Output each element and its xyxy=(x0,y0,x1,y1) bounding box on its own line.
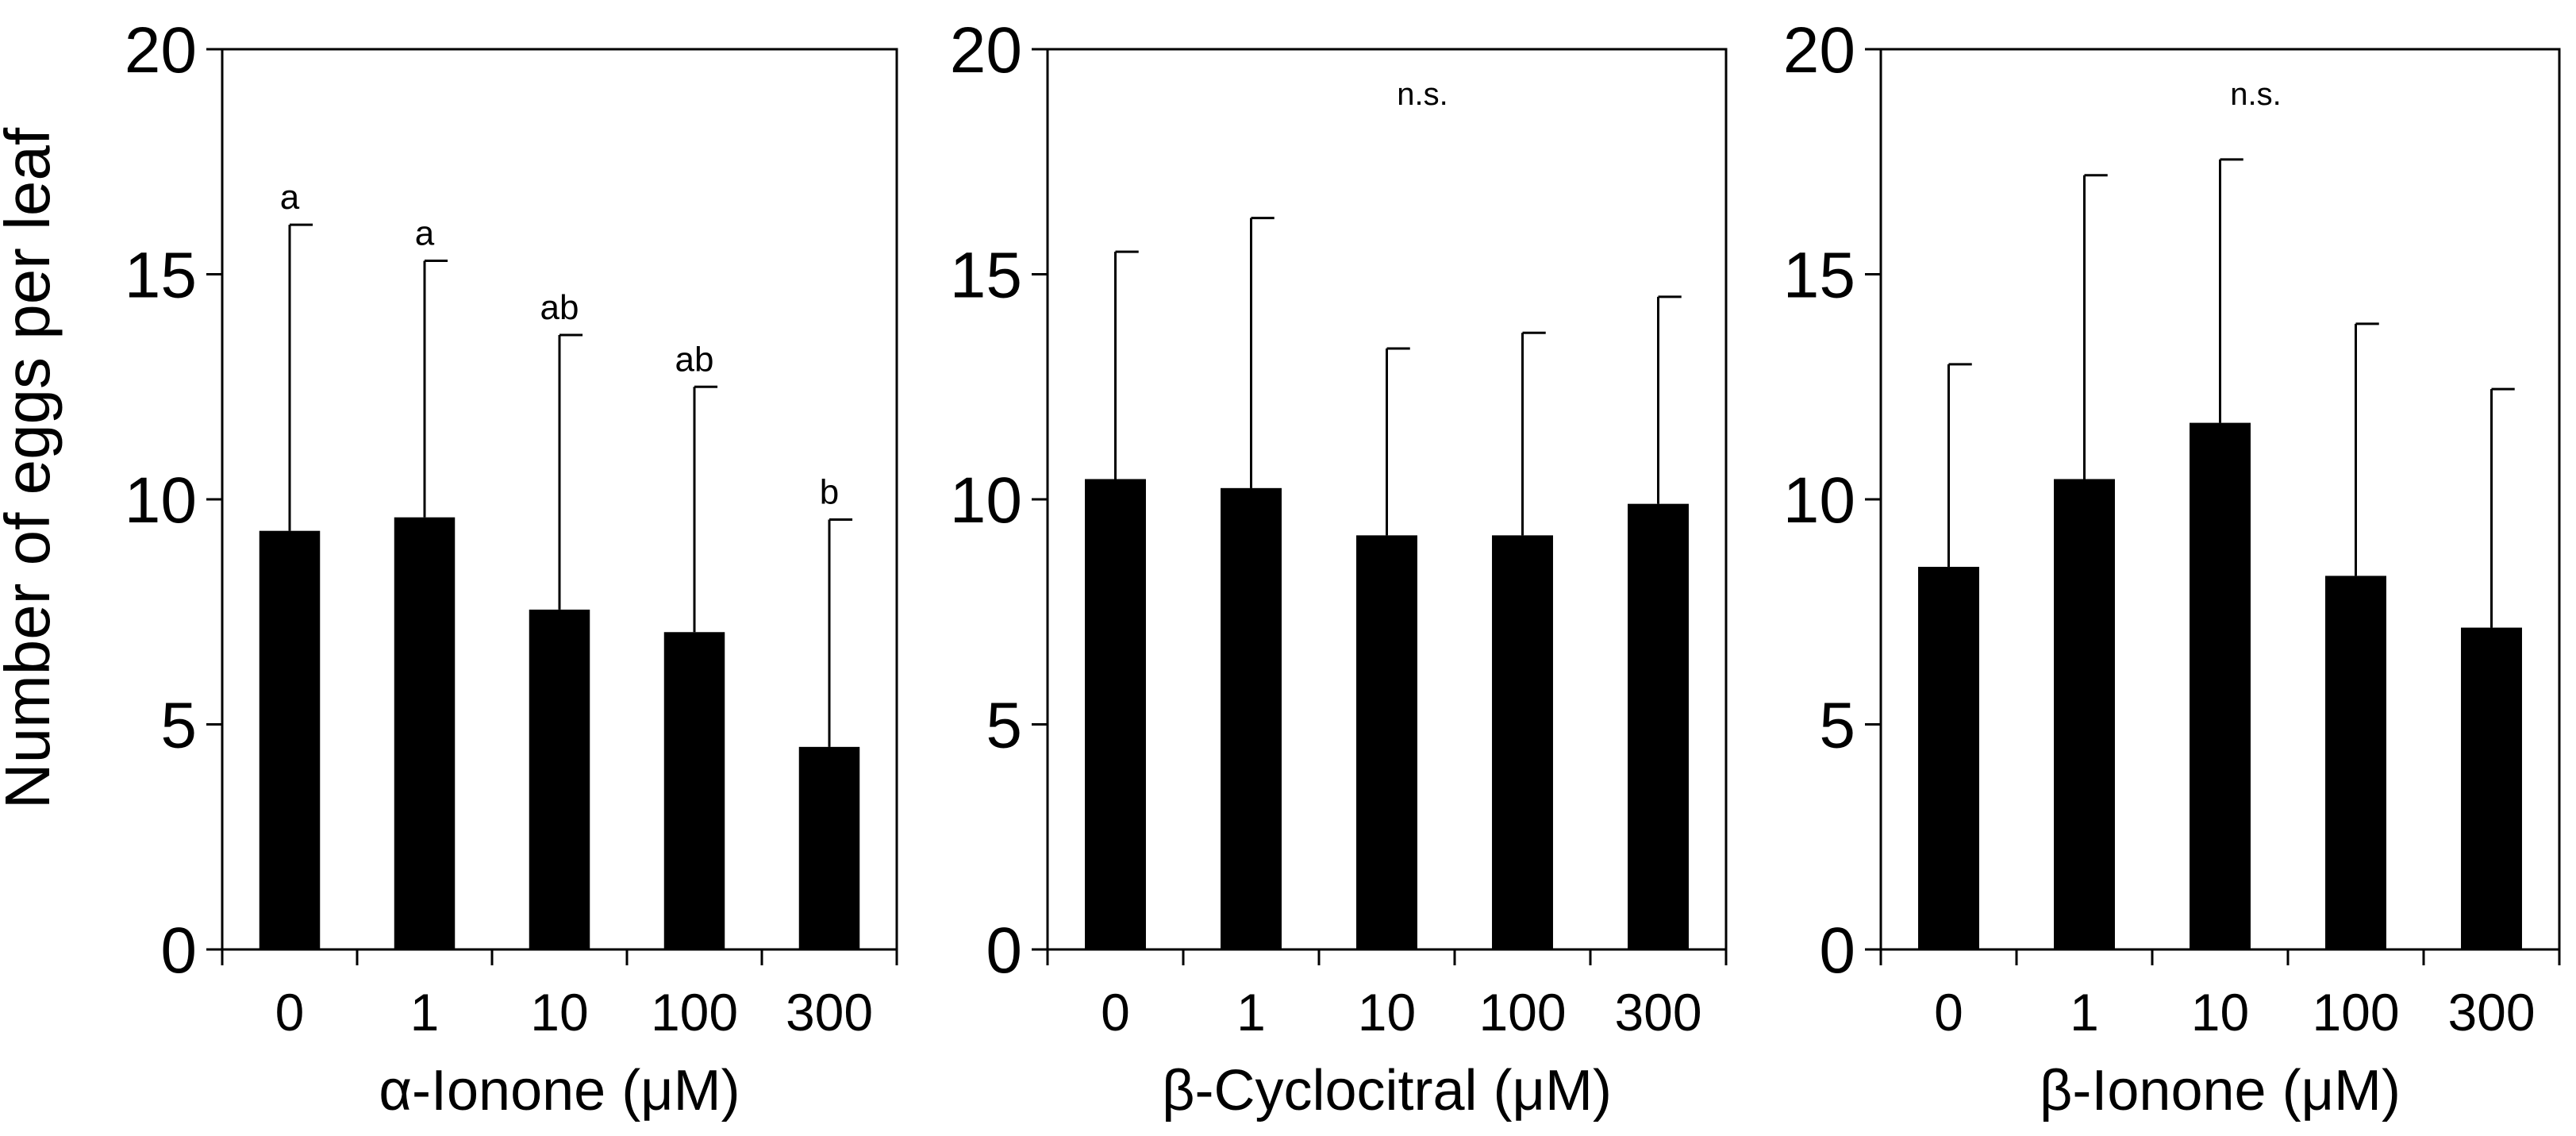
x-tick-label: 0 xyxy=(1934,983,1963,1042)
y-tick-label: 0 xyxy=(1819,915,1855,987)
bar xyxy=(798,746,860,949)
y-tick-label: 15 xyxy=(125,240,197,312)
y-tick-label: 20 xyxy=(125,14,197,87)
x-tick-label: 300 xyxy=(786,983,873,1042)
bar xyxy=(2461,627,2522,949)
x-tick-label: 100 xyxy=(2312,983,2399,1042)
bar xyxy=(2325,576,2386,949)
significance-label: b xyxy=(820,473,839,512)
y-tick-label: 10 xyxy=(1783,464,1855,537)
y-tick-label: 10 xyxy=(950,464,1022,537)
x-axis-label: β-Ionone (μM) xyxy=(2040,1059,2401,1123)
bar xyxy=(1356,535,1417,949)
y-tick-label: 5 xyxy=(1819,690,1855,762)
bar xyxy=(394,517,456,949)
y-tick-label: 0 xyxy=(986,915,1022,987)
x-tick-label: 10 xyxy=(2191,983,2249,1042)
y-tick-label: 5 xyxy=(986,690,1022,762)
bar xyxy=(1492,535,1553,949)
bar xyxy=(1085,479,1146,949)
x-axis-label: β-Cyclocitral (μM) xyxy=(1162,1059,1612,1123)
x-tick-label: 1 xyxy=(410,983,440,1042)
chart-panel-beta-ionone: 0 5 10 15 20 0 1 10 100 300 β-Ionone (μM) n.s. xyxy=(1783,14,2561,1123)
x-tick-label: 10 xyxy=(530,983,588,1042)
x-tick-label: 10 xyxy=(1358,983,1416,1042)
y-axis-label: Number of eggs per leaf xyxy=(0,127,63,809)
y-tick-label: 15 xyxy=(950,240,1022,312)
significance-label: ab xyxy=(675,340,714,379)
x-tick-label: 0 xyxy=(275,983,305,1042)
x-axis-label: α-Ionone (μM) xyxy=(379,1059,740,1123)
y-tick-label: 20 xyxy=(1783,14,1855,87)
x-tick-label: 100 xyxy=(1478,983,1566,1042)
x-tick-label: 1 xyxy=(1236,983,1266,1042)
bar xyxy=(2190,422,2251,949)
y-tick-label: 20 xyxy=(950,14,1022,87)
significance-label: a xyxy=(280,178,300,217)
bar xyxy=(2054,479,2115,949)
chart-panel-alpha-ionone: 0 5 10 15 20 0 a 1 a 10 ab 100 ab 300 b α-Ionone (μM) xyxy=(125,14,898,1123)
ns-annotation: n.s. xyxy=(1397,77,1448,112)
x-tick-label: 300 xyxy=(2447,983,2535,1042)
bar xyxy=(663,632,725,949)
y-tick-label: 0 xyxy=(160,915,197,987)
ns-annotation: n.s. xyxy=(2230,77,2281,112)
y-tick-label: 15 xyxy=(1783,240,1855,312)
x-tick-label: 1 xyxy=(2070,983,2099,1042)
y-tick-label: 5 xyxy=(160,690,197,762)
bar xyxy=(259,530,321,949)
bar xyxy=(529,609,590,949)
y-tick-label: 10 xyxy=(125,464,197,537)
x-tick-label: 300 xyxy=(1614,983,1701,1042)
significance-label: a xyxy=(415,214,435,252)
bar xyxy=(1628,503,1689,949)
bar xyxy=(1918,567,1979,949)
significance-label: ab xyxy=(540,288,579,327)
bar xyxy=(1221,487,1282,949)
x-tick-label: 0 xyxy=(1101,983,1130,1042)
x-tick-label: 100 xyxy=(651,983,738,1042)
